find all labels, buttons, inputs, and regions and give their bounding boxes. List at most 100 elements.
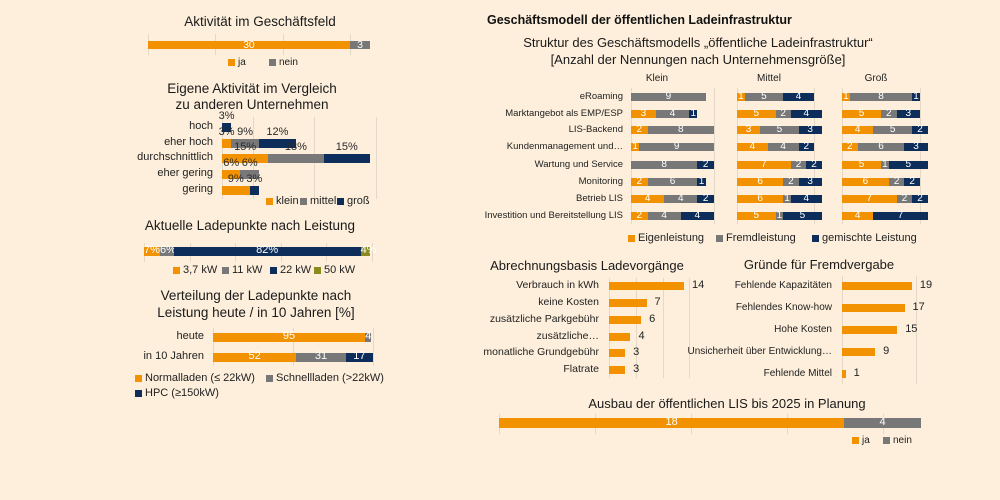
bar-segment [737,195,784,203]
chart-title-gruende-fremdvergabe: Gründe für Fremdvergabe [743,257,895,272]
bar-segment [631,161,698,169]
data-label: 2 [847,141,853,152]
legend-label: groß [347,194,370,207]
bar-segment [806,161,822,169]
legend-label: nein [279,56,298,68]
data-label: 1 [913,91,919,102]
data-label: 6 [649,313,656,326]
bar-segment [258,138,296,148]
data-label: 4 [803,108,810,119]
bar-segment [842,93,850,101]
data-label: 2 [788,176,794,187]
panel-header-gross: Groß [864,73,888,84]
data-label: 8 [878,91,884,102]
data-label: 5 [761,91,767,102]
legend-label: gemischte Leistung [822,231,917,244]
data-label: 3 [357,38,363,51]
bar-segment [499,418,845,428]
data-label: 6% [159,244,176,257]
data-label: 9% [227,172,244,185]
bar-segment [849,93,913,101]
data-label: 18% [284,140,307,153]
data-label: 2 [636,210,643,221]
data-label: 15% [234,140,257,153]
data-label: 1 [738,91,744,102]
bar-segment [881,161,889,169]
bar-segment [737,93,745,101]
legend-label: HPC (≥150kW) [145,386,219,399]
legend-swatch [135,389,142,397]
bar-segment [783,195,791,203]
legend-label: ja [238,56,246,68]
data-label: 3% [218,109,235,122]
gridline [373,328,374,366]
category-label: Fehlende Mittel [763,367,832,379]
bar-segment [912,195,928,203]
data-label: 5 [753,108,760,119]
data-label: 3 [633,363,640,376]
bar-segment [609,349,626,357]
legend-swatch [228,59,235,66]
data-label: 2 [702,193,709,204]
category-label: Fehlendes Know-how [735,301,832,313]
bar-segment [213,332,365,342]
data-label: 4 [661,210,667,221]
bar-segment [790,195,822,203]
legend-swatch [314,266,321,274]
gridline [662,278,664,378]
data-label: 2 [811,159,817,170]
data-label: 14 [692,279,705,292]
bar-segment [888,178,905,186]
panel-header-klein: Klein [645,73,669,84]
data-label: 8 [661,159,667,170]
legend-label: ja [862,434,870,446]
data-label: 4 [879,416,886,429]
bar-segment [222,122,232,132]
data-label: 3 [913,141,919,152]
bar-segment [296,352,346,362]
data-label: 2 [803,141,810,152]
bar-segment [904,143,928,151]
section-header: Geschäftsmodell der öffentlichen Ladeinf… [487,13,792,27]
legend-item: gemischte Leistung [812,231,917,244]
data-label: 6 [669,176,676,187]
data-label: 9 [673,141,680,152]
bar-segment [844,418,921,428]
gridline [842,88,843,224]
data-label: 4 [644,193,651,204]
legend-item: 11 kW [222,264,262,276]
bar-segment [609,282,685,290]
data-label: 2 [795,159,802,170]
legend-swatch [716,234,723,242]
gridline [814,88,815,224]
bar-segment [881,110,897,118]
chart-title-struktur-line1: Struktur des Geschäftsmodells „öffentlic… [523,35,873,50]
data-label: 2 [636,124,643,135]
bar-segment [345,352,373,362]
data-label: 4% [360,244,377,257]
bar-segment [360,246,370,256]
chart-title-abrechnungsbasis: Abrechnungsbasis Ladevorgänge [490,258,684,273]
data-label: 3% [218,125,235,138]
bar-segment [842,304,905,312]
bar-segment [222,169,241,179]
data-label: 6 [862,176,869,187]
category-label: Monitoring [578,176,623,188]
category-label: monatliche Grundgebühr [483,346,599,359]
bar-segment [798,126,822,134]
data-label: 2 [780,108,786,119]
gridline [915,276,917,384]
category-label: zusätzliche Parkgebühr [489,313,599,326]
bar-segment [783,93,814,101]
legend-item: Eigenleistung [628,232,704,244]
bar-segment [323,153,370,163]
bar-segment [231,138,259,148]
bar-segment [767,143,799,151]
bar-segment [697,161,714,169]
bar-segment [697,178,706,186]
gridline [635,278,637,378]
data-label: 18 [665,416,678,429]
bar-segment [680,212,714,220]
bar-segment [737,178,784,186]
